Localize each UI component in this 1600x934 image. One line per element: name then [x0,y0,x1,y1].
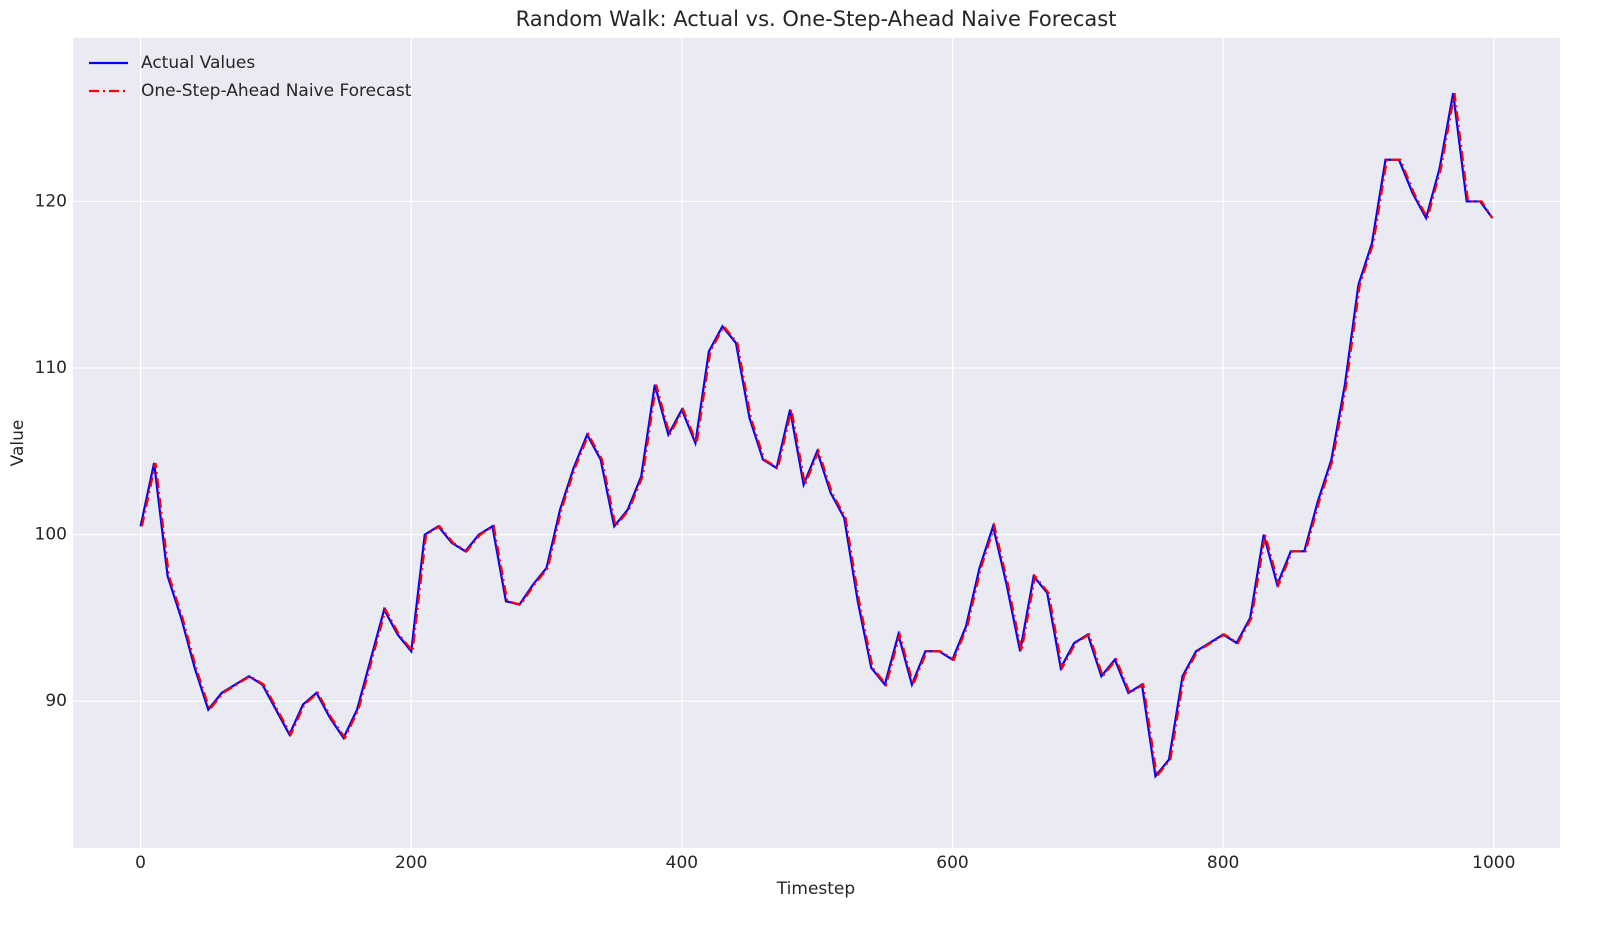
lines [139,92,1494,779]
x-tick-label: 0 [135,853,146,873]
series-line [140,92,1494,779]
y-tick-label: 100 [35,525,67,545]
legend: Actual Values One-Step-Ahead Naive Foreca… [89,53,412,101]
plot-area [73,38,1560,848]
x-tick-label: 400 [666,853,698,873]
x-tick-label: 1000 [1472,853,1515,873]
y-tick-label: 90 [45,691,67,711]
x-tick-label: 800 [1207,853,1239,873]
legend-label: One-Step-Ahead Naive Forecast [141,81,412,101]
legend-label: Actual Values [141,53,255,73]
chart-title: Random Walk: Actual vs. One-Step-Ahead N… [516,7,1117,31]
x-axis-label: Timestep [776,879,855,899]
y-tick-label: 110 [35,358,67,378]
y-tick-label: 120 [35,191,67,211]
series-line [139,92,1494,779]
y-axis-label: Value [8,420,28,467]
x-tick-label: 200 [395,853,427,873]
x-tick-label: 600 [936,853,968,873]
